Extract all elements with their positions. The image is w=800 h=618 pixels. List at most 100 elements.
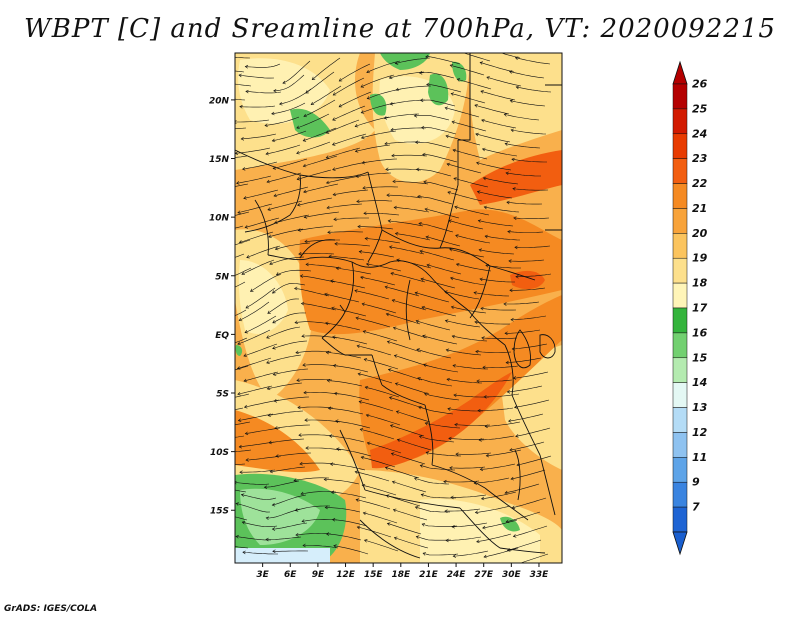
- streamline-19: [450, 64, 485, 76]
- streamline-312: [239, 469, 276, 473]
- streamline-291: [268, 438, 305, 444]
- streamline-arrow-6: [394, 61, 399, 65]
- streamline-arrow-234: [505, 360, 509, 365]
- streamline-356: [301, 518, 338, 522]
- streamline-326: [355, 471, 390, 482]
- streamline-168: [426, 264, 462, 275]
- streamline-arrow-147: [455, 234, 459, 238]
- streamline-18: [419, 71, 455, 79]
- streamline-223: [481, 337, 518, 340]
- streamline-arrow-82: [422, 152, 426, 157]
- streamline-arrow-214: [229, 343, 232, 346]
- streamline-arrow-107: [237, 210, 241, 214]
- streamline-264: [453, 394, 490, 398]
- colorbar-swatch-22: [672, 183, 688, 209]
- streamline-arrow-45: [264, 123, 268, 128]
- streamline-arrow-213: [504, 331, 508, 336]
- streamline-arrow-1: [244, 64, 249, 69]
- streamline-21: [509, 71, 545, 79]
- streamline-arrow-254: [476, 379, 480, 383]
- streamline-arrow-226: [266, 360, 270, 364]
- streamline-277: [508, 413, 544, 422]
- streamline-arrow-242: [423, 363, 427, 367]
- streamline-7: [425, 56, 461, 65]
- streamline-arrow-116: [506, 200, 510, 205]
- streamline-arrow-136: [448, 219, 452, 223]
- streamline-arrow-359: [392, 508, 397, 513]
- streamline-11: [235, 70, 245, 73]
- streamline-arrow-48: [354, 124, 359, 128]
- streamline-106: [512, 188, 549, 191]
- streamline-275: [447, 408, 483, 412]
- streamline-304: [336, 448, 372, 457]
- streamline-arrow-225: [236, 366, 241, 370]
- streamline-arrow-126: [483, 205, 488, 210]
- streamline-244: [482, 365, 519, 368]
- streamline-205: [266, 326, 301, 339]
- streamline-arrow-269: [267, 413, 272, 417]
- streamline-arrow-210: [415, 319, 420, 324]
- streamline-209: [386, 313, 421, 325]
- lat-tick-label-4: EQ: [215, 331, 229, 341]
- streamline-198: [362, 303, 397, 314]
- streamline-120: [304, 211, 340, 218]
- streamline-363: [513, 525, 548, 537]
- streamline-355: [272, 522, 308, 530]
- streamline-219: [363, 331, 398, 342]
- streamline-77: [273, 158, 308, 169]
- streamline-99: [303, 183, 339, 193]
- streamline-arrow-263: [423, 392, 428, 396]
- lon-tick-label-9: 30E: [502, 570, 522, 580]
- streamline-arrow-382: [452, 554, 457, 558]
- border-12: [429, 275, 469, 311]
- streamline-arrow-163: [275, 272, 280, 276]
- streamline-248: [296, 379, 333, 381]
- streamline-290: [239, 441, 275, 448]
- streamline-157: [419, 250, 455, 261]
- streamline-arrow-349: [414, 506, 419, 510]
- streamline-345: [295, 505, 331, 511]
- streamline-arrow-3: [311, 76, 316, 80]
- streamline-arrow-11: [228, 69, 231, 72]
- streamline-arrow-15: [332, 92, 337, 96]
- streamline-arrow-360: [421, 523, 426, 527]
- wbpt-shading: [235, 53, 562, 563]
- streamline-arrow-279: [244, 431, 249, 436]
- streamline-46: [296, 113, 330, 129]
- streamline-306: [397, 439, 432, 451]
- streamline-arrow-184: [267, 310, 271, 314]
- streamline-105: [483, 177, 519, 185]
- streamline-60: [390, 127, 427, 131]
- streamline-arrow-37: [332, 117, 336, 121]
- streamline-139: [235, 239, 251, 246]
- streamline-257: [244, 399, 280, 408]
- streamline-arrow-71: [414, 140, 419, 145]
- streamline-319: [449, 466, 486, 469]
- streamline-231: [416, 349, 452, 359]
- streamline-arrow-365: [265, 537, 269, 542]
- streamline-arrow-366: [295, 532, 299, 537]
- streamline-338: [392, 481, 427, 493]
- lon-tick-label-1: 6E: [284, 570, 297, 580]
- streamline-174: [272, 283, 306, 294]
- streamline-arrow-165: [335, 266, 340, 271]
- streamline-372: [476, 533, 512, 543]
- streamline-352: [506, 511, 541, 523]
- streamline-arrow-218: [331, 335, 336, 340]
- streamline-177: [360, 276, 396, 286]
- streamline-arrow-145: [394, 231, 399, 236]
- streamline-243: [452, 365, 489, 370]
- streamline-arrow-86: [236, 181, 240, 185]
- streamline-arrow-122: [363, 211, 367, 216]
- streamline-arrow-374: [229, 545, 232, 548]
- streamline-arrow-182: [509, 288, 513, 293]
- streamline-arrow-141: [274, 246, 279, 251]
- streamline-arrow-280: [274, 426, 278, 430]
- streamline-arrow-367: [325, 532, 330, 536]
- streamline-arrow-328: [413, 477, 418, 481]
- streamline-23: [245, 91, 282, 94]
- streamline-arrow-26: [338, 104, 343, 108]
- streamline-arrow-17: [388, 75, 393, 80]
- streamline-143: [334, 243, 371, 247]
- streamline-arrow-304: [336, 447, 340, 451]
